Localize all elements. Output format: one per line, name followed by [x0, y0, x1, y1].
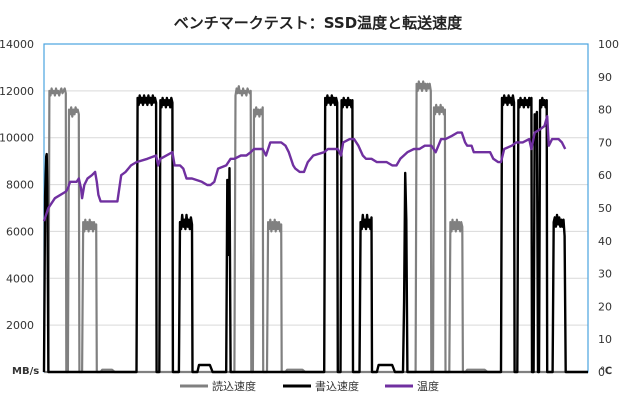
left-axis-ticks: 2000 4000 6000 8000 10000 12000 14000 [0, 38, 34, 332]
legend: 読込速度 書込速度 温度 [180, 379, 439, 393]
chart-title: ベンチマークテスト：SSD温度と転送速度 [174, 14, 463, 32]
grid-lines [44, 90, 588, 326]
temperature-line [42, 114, 567, 222]
left-axis-unit: MB/s [12, 366, 39, 377]
left-tick-label: 4000 [6, 272, 34, 285]
left-tick-label: 8000 [6, 179, 34, 192]
left-tick-label: 14000 [0, 38, 34, 51]
plot-area [43, 43, 589, 373]
right-tick-label: 90 [598, 71, 612, 84]
right-tick-label: 30 [598, 268, 612, 281]
legend-label: 書込速度 [315, 379, 359, 393]
right-axis-unit: ℃ [600, 366, 612, 377]
left-tick-label: 2000 [6, 319, 34, 332]
right-tick-label: 70 [598, 136, 612, 149]
right-tick-label: 80 [598, 104, 612, 117]
right-tick-label: 0 [598, 366, 605, 379]
right-axis-ticks: 0 10 20 30 40 50 60 70 80 90 100 [598, 38, 619, 379]
right-tick-label: 100 [598, 38, 619, 51]
right-tick-label: 40 [598, 235, 612, 248]
right-tick-label: 10 [598, 333, 612, 346]
left-tick-label: 10000 [0, 132, 34, 145]
left-tick-label: 12000 [0, 85, 34, 98]
legend-label: 読込速度 [212, 379, 256, 393]
write-speed-line [42, 94, 588, 374]
series-layer [42, 80, 588, 374]
right-tick-label: 20 [598, 300, 612, 313]
legend-label: 温度 [417, 379, 439, 393]
left-tick-label: 6000 [6, 225, 34, 238]
read-speed-line [44, 80, 588, 374]
right-tick-label: 50 [598, 202, 612, 215]
right-tick-label: 60 [598, 169, 612, 182]
